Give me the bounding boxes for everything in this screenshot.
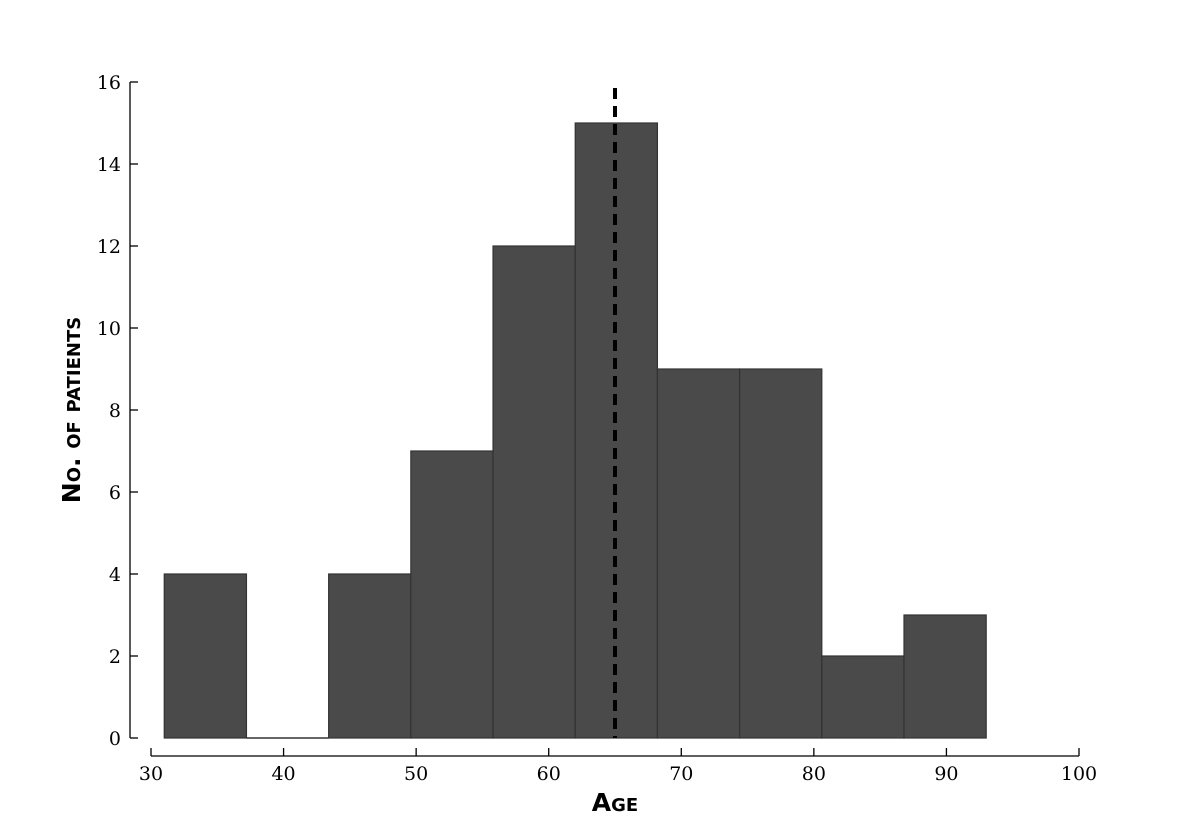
- y-axis-title: No. of patients: [57, 317, 86, 503]
- y-tick-label-8: 16: [97, 72, 121, 94]
- x-tick-label-1: 40: [271, 763, 295, 785]
- histogram-bar-2: [328, 573, 412, 739]
- x-tick-label-2: 50: [404, 763, 428, 785]
- histogram-bar-8: [821, 655, 905, 739]
- x-tick-label-3: 60: [537, 763, 561, 785]
- y-tick-label-5: 10: [97, 318, 121, 340]
- histogram-bar-9: [903, 614, 987, 739]
- y-tick-label-1: 2: [109, 646, 121, 668]
- x-axis-title: Age: [592, 788, 638, 817]
- y-tick-label-6: 12: [97, 236, 121, 258]
- x-tick-label-5: 80: [802, 763, 826, 785]
- x-tick-label-0: 30: [139, 763, 163, 785]
- histogram-bar-6: [656, 368, 741, 739]
- y-tick-label-7: 14: [97, 154, 121, 176]
- y-tick-label-3: 6: [109, 482, 121, 504]
- y-tick-label-4: 8: [109, 400, 121, 422]
- y-tick-label-2: 4: [109, 564, 121, 586]
- histogram-bar-3: [410, 450, 494, 739]
- bars-group: [163, 122, 987, 739]
- x-tick-label-4: 70: [669, 763, 693, 785]
- x-tick-label-6: 90: [934, 763, 958, 785]
- histogram-bar-0: [163, 573, 248, 739]
- histogram-bar-4: [492, 245, 576, 739]
- axes-group: 30 40 50 60 70 80 90 100 0 2 4 6 8 10 12 14 16: [97, 72, 1097, 785]
- histogram-bar-7: [739, 368, 823, 739]
- y-tick-label-0: 0: [109, 728, 121, 750]
- x-tick-label-7: 100: [1061, 763, 1097, 785]
